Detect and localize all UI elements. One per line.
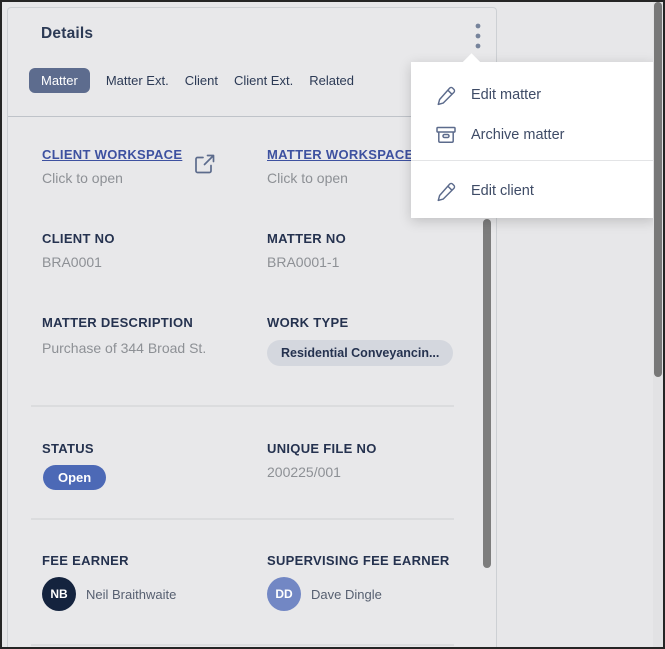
panel-scrollbar-thumb[interactable] [483,219,491,568]
menu-item-label: Archive matter [471,127,565,143]
tab-client[interactable]: Client [184,72,218,88]
fee-earner-person: NB Neil Braithwaite [42,577,176,611]
archive-box-icon [434,123,458,147]
header-divider [8,116,496,117]
client-no-label: CLIENT NO [42,231,115,246]
supervising-fee-earner-person: DD Dave Dingle [267,577,382,611]
section-divider [31,644,454,646]
matter-description-value: Purchase of 344 Broad St. [42,340,207,356]
client-workspace-hint: Click to open [42,170,123,186]
supervising-fee-earner-name: Dave Dingle [311,586,382,602]
menu-item-label: Edit client [471,183,534,199]
status-label: STATUS [42,441,94,456]
matter-workspace-link[interactable]: MATTER WORKSPACE [267,147,414,162]
options-context-menu: Edit matter Archive matter Edit client [411,53,655,218]
matter-workspace-hint: Click to open [267,170,348,186]
details-tab-bar: Matter Matter Ext. Client Client Ext. Re… [29,67,354,93]
menu-divider [411,160,655,161]
menu-item-edit-matter[interactable]: Edit matter [411,75,655,115]
matter-no-label: MATTER NO [267,231,347,246]
menu-item-archive-matter[interactable]: Archive matter [411,115,655,155]
unique-file-no-label: UNIQUE FILE NO [267,441,377,456]
matter-description-label: MATTER DESCRIPTION [42,315,194,330]
panel-options-button[interactable] [460,18,496,58]
tab-matter-ext[interactable]: Matter Ext. [105,72,169,88]
menu-item-edit-client[interactable]: Edit client [411,171,655,211]
section-divider [31,405,454,407]
pencil-icon [434,83,458,107]
kebab-menu-icon [475,22,481,55]
fee-earner-label: FEE EARNER [42,553,129,568]
window-scrollbar-track[interactable] [653,2,663,647]
tab-client-ext[interactable]: Client Ext. [233,72,294,88]
status-badge: Open [43,465,107,490]
menu-item-label: Edit matter [471,87,542,103]
avatar: NB [42,577,76,611]
panel-title: Details [41,25,94,42]
unique-file-no-value: 200225/001 [267,464,341,480]
section-divider [31,518,454,520]
tab-matter[interactable]: Matter [29,67,90,93]
avatar: DD [267,577,301,611]
tab-related[interactable]: Related [309,72,355,88]
client-workspace-link[interactable]: CLIENT WORKSPACE [42,147,183,162]
work-type-badge[interactable]: Residential Conveyancin... [267,340,454,366]
fee-earner-name: Neil Braithwaite [86,586,177,602]
supervising-fee-earner-label: SUPERVISING FEE EARNER [267,553,450,568]
pencil-icon [434,179,458,203]
external-link-icon[interactable] [193,152,217,181]
work-type-label: WORK TYPE [267,315,349,330]
matter-no-value: BRA0001-1 [267,254,340,270]
client-no-value: BRA0001 [42,254,102,270]
window-scrollbar-thumb[interactable] [654,2,662,377]
